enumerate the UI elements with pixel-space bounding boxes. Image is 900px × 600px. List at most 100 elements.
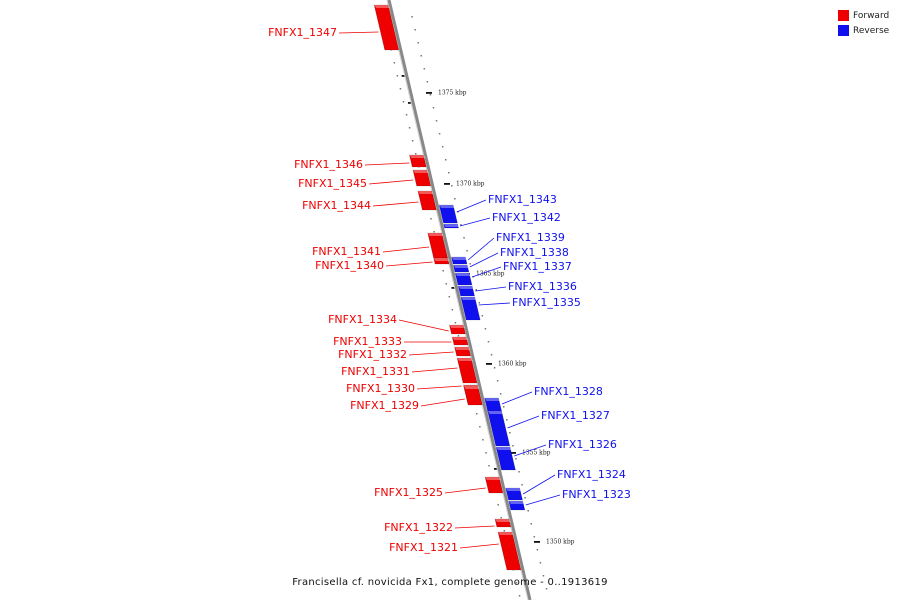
- kbp-label: 1360 kbp: [498, 361, 527, 368]
- gene-leader-line: [478, 302, 511, 306]
- gene-leader-line: [398, 319, 449, 332]
- scale-dot: [399, 88, 402, 90]
- scale-dot: [506, 419, 508, 421]
- scale-dot: [408, 127, 411, 129]
- scale-dot: [417, 42, 419, 44]
- scale-dot: [420, 55, 423, 57]
- gene-label-forward: FNFX1_1330: [346, 382, 415, 395]
- scale-dot: [496, 380, 499, 382]
- gene-label-forward: FNFX1_1332: [338, 348, 407, 361]
- scale-dot: [488, 465, 490, 467]
- forward-gene-highlight: [494, 519, 511, 522]
- reverse-gene-highlight: [453, 265, 470, 268]
- gene-label-reverse: FNFX1_1339: [496, 231, 565, 244]
- scale-dot: [518, 595, 521, 597]
- scale-dot: [433, 231, 435, 233]
- kbp-tick: [444, 183, 450, 185]
- scale-dot: [524, 497, 526, 499]
- scale-dot: [509, 432, 511, 434]
- gene-leader-line: [460, 217, 491, 227]
- scale-dot: [441, 146, 444, 148]
- scale-dot: [454, 198, 456, 200]
- reverse-gene-highlight: [460, 297, 477, 300]
- scale-dot: [497, 504, 499, 506]
- kbp-label: 1355 kbp: [522, 450, 551, 457]
- gene-leader-line: [420, 398, 465, 407]
- scale-dot: [426, 81, 429, 83]
- legend-item-forward: Forward: [838, 8, 889, 23]
- reverse-gene-highlight: [496, 447, 513, 450]
- scale-dot: [451, 185, 453, 187]
- forward-gene-highlight: [427, 233, 444, 236]
- scale-dash: [493, 468, 499, 470]
- kbp-label: 1375 kbp: [438, 90, 467, 97]
- gene-label-forward: FNFX1_1344: [302, 199, 371, 212]
- scale-dot: [445, 283, 448, 285]
- scale-dot: [536, 549, 539, 551]
- scale-dot: [402, 101, 405, 103]
- reverse-gene-highlight: [505, 488, 522, 491]
- gene-leader-line: [471, 266, 502, 278]
- forward-gene: [484, 476, 504, 494]
- reverse-gene-highlight: [443, 224, 460, 227]
- scale-dot: [500, 517, 502, 519]
- legend-item-reverse: Reverse: [838, 23, 889, 38]
- gene-leader-line: [456, 199, 487, 213]
- reverse-gene: [451, 256, 468, 265]
- scale-dot: [460, 224, 462, 226]
- gene-label-forward: FNFX1_1341: [312, 245, 381, 258]
- scale-dot: [396, 75, 399, 77]
- scale-dot: [444, 159, 447, 161]
- forward-gene-highlight: [485, 477, 502, 480]
- gene-label-forward: FNFX1_1321: [389, 541, 458, 554]
- gene-label-reverse: FNFX1_1326: [548, 438, 617, 451]
- genome-backbone-shade: [386, 0, 529, 600]
- reverse-gene: [487, 410, 511, 447]
- legend-label-reverse: Reverse: [853, 25, 890, 36]
- scale-dot: [484, 328, 487, 330]
- forward-gene-highlight: [433, 258, 450, 261]
- reverse-gene: [495, 446, 516, 471]
- gene-label-forward: FNFX1_1345: [298, 177, 367, 190]
- gene-label-forward: FNFX1_1334: [328, 313, 397, 326]
- reverse-gene-highlight: [484, 398, 501, 401]
- gene-leader-line: [416, 385, 462, 390]
- gene-leader-line: [385, 261, 433, 267]
- gene-label-reverse: FNFX1_1336: [508, 280, 577, 293]
- scale-dot: [512, 445, 514, 447]
- genome-backbone: [387, 0, 532, 600]
- gene-leader-line: [338, 31, 379, 34]
- forward-gene: [451, 336, 469, 346]
- kbp-tick: [534, 541, 540, 543]
- forward-gene: [494, 518, 512, 528]
- scale-dash: [407, 102, 413, 104]
- scale-dot: [448, 172, 450, 174]
- gene-label-forward: FNFX1_1325: [374, 486, 443, 499]
- forward-gene: [448, 324, 466, 335]
- forward-gene: [373, 4, 400, 51]
- kbp-label: 1350 kbp: [546, 539, 575, 546]
- gene-label-reverse: FNFX1_1343: [488, 193, 557, 206]
- scale-dot: [479, 426, 481, 428]
- scale-dot: [542, 575, 545, 577]
- gene-leader-line: [467, 237, 495, 261]
- scale-dot: [454, 322, 457, 324]
- gene-label-forward: FNFX1_1331: [341, 365, 410, 378]
- scale-dot: [545, 588, 548, 590]
- reverse-gene: [460, 296, 481, 321]
- gene-label-forward: FNFX1_1347: [268, 26, 337, 39]
- forward-gene: [433, 257, 450, 265]
- forward-gene-highlight: [498, 532, 515, 535]
- scale-dot: [451, 309, 454, 311]
- legend: Forward Reverse: [838, 8, 889, 38]
- scale-dot: [411, 140, 414, 142]
- gene-leader-line: [522, 474, 556, 495]
- reverse-gene: [505, 487, 523, 501]
- forward-gene: [497, 531, 522, 571]
- scale-dot: [518, 471, 520, 473]
- reverse-gene-highlight: [455, 273, 472, 276]
- reverse-gene: [454, 272, 473, 286]
- reverse-gene: [438, 204, 458, 224]
- forward-gene-highlight: [454, 347, 471, 350]
- reverse-gene: [457, 285, 475, 297]
